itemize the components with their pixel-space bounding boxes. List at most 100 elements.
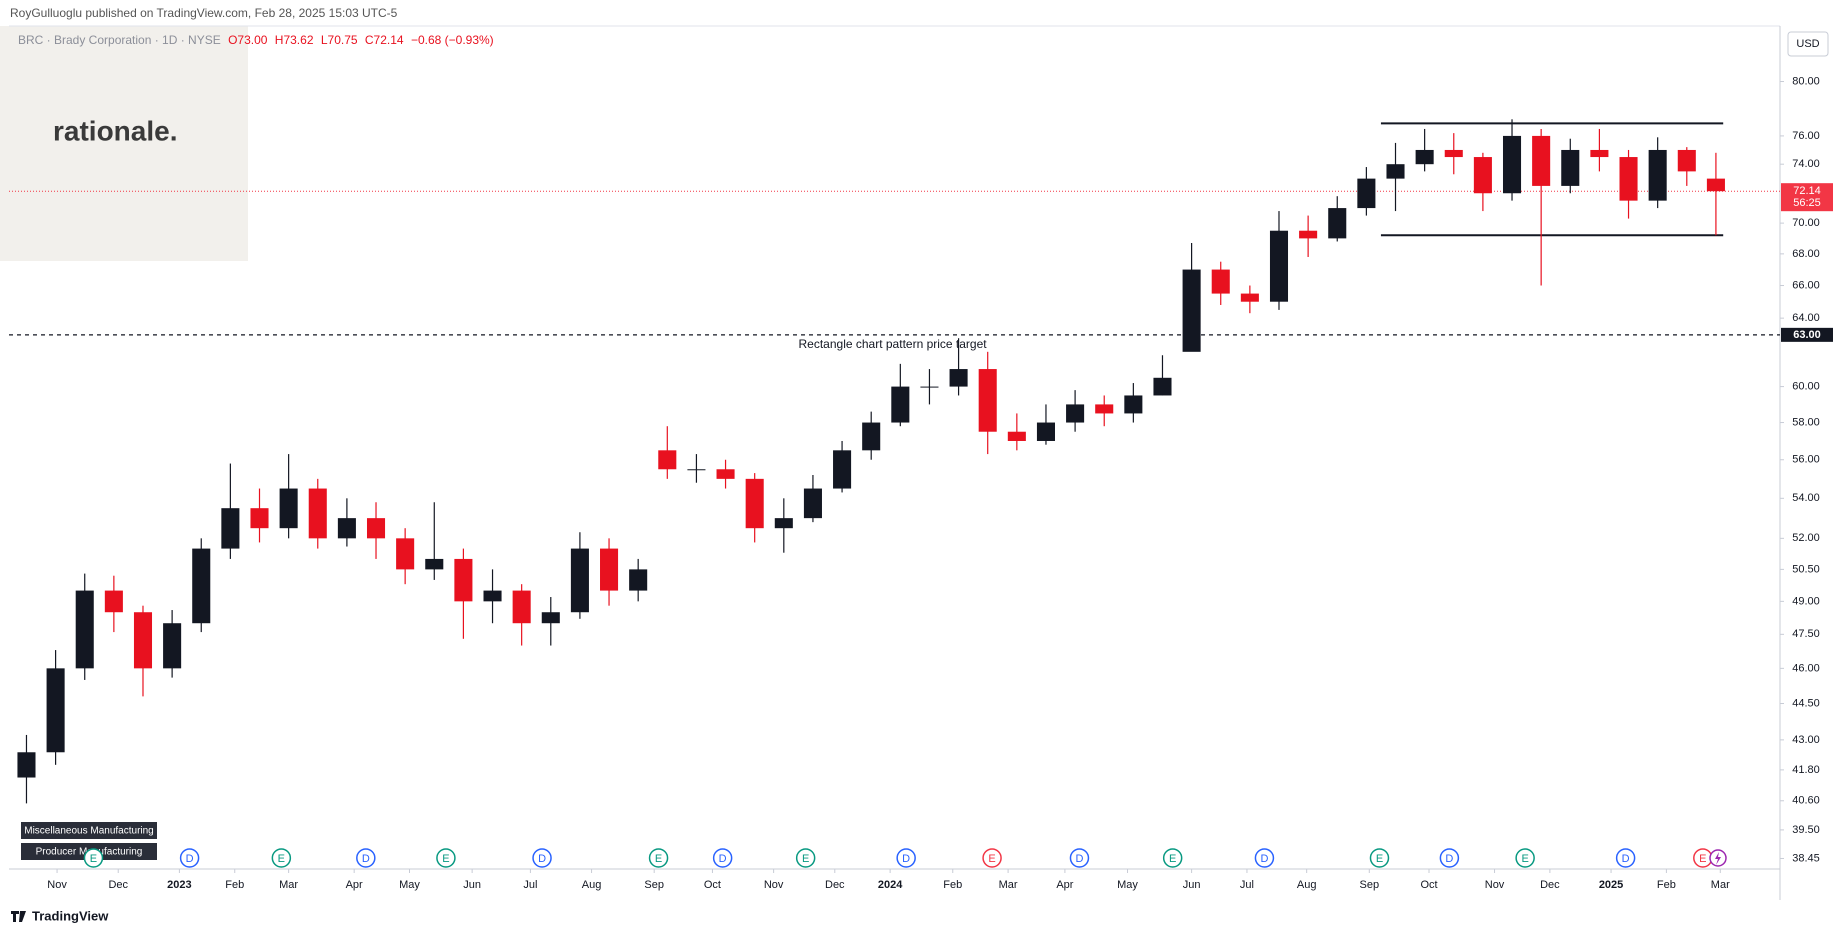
candle-body <box>833 450 852 489</box>
y-tick-label: 56.00 <box>1792 454 1820 466</box>
y-tick-label: 54.00 <box>1792 492 1820 504</box>
candle-body <box>1532 135 1551 186</box>
legend-low: L70.75 <box>321 33 358 47</box>
x-tick-label: May <box>1117 879 1138 891</box>
candle-body <box>1007 431 1026 441</box>
event-marker <box>896 848 916 868</box>
event-marker <box>356 848 376 868</box>
event-letter: E <box>1169 853 1176 865</box>
y-tick-label: 58.00 <box>1792 416 1820 428</box>
y-tick-label: 41.80 <box>1792 764 1820 776</box>
event-marker <box>436 848 456 868</box>
footer-brand[interactable]: TradingView <box>32 908 109 923</box>
publisher-line: RoyGulluoglu published on TradingView.co… <box>10 6 398 20</box>
candle-body <box>1066 404 1085 423</box>
candle-body <box>1299 230 1318 239</box>
x-tick-label: 2024 <box>878 879 903 891</box>
y-tick-label: 49.00 <box>1792 595 1820 607</box>
candle-body <box>1095 404 1114 414</box>
x-tick-label: Mar <box>1711 879 1730 891</box>
legend-open: O73.00 <box>228 33 268 47</box>
candle-body <box>658 450 677 470</box>
candle-body <box>163 623 182 669</box>
y-tick-label: 52.00 <box>1792 532 1820 544</box>
event-letter: E <box>1376 853 1383 865</box>
candle-body <box>1153 377 1172 396</box>
event-letter: D <box>719 853 727 865</box>
y-tick-label: 80.00 <box>1792 75 1820 87</box>
candle-body <box>1415 149 1434 165</box>
candle-body <box>1240 293 1259 302</box>
event-letter: D <box>1445 853 1453 865</box>
event-letter: D <box>1075 853 1083 865</box>
event-letter: E <box>1699 853 1706 865</box>
x-tick-label: Sep <box>1360 879 1380 891</box>
footer-logo-icon <box>11 911 26 922</box>
candle-body <box>891 386 910 423</box>
event-letter: E <box>278 853 285 865</box>
x-tick-label: Nov <box>1485 879 1505 891</box>
candle-body <box>1590 149 1609 158</box>
x-tick-label: Apr <box>346 879 363 891</box>
x-tick-label: 2023 <box>167 879 191 891</box>
candle-body <box>396 538 415 570</box>
candle-body <box>133 612 153 669</box>
candle-body <box>17 752 36 778</box>
event-marker <box>1515 848 1535 868</box>
y-tick-label: 68.00 <box>1792 248 1820 260</box>
event-letter: E <box>90 853 97 865</box>
candle-body <box>1269 230 1289 302</box>
candle-body <box>75 590 94 669</box>
x-tick-label: Jun <box>1183 879 1201 891</box>
x-tick-label: 2025 <box>1599 879 1623 891</box>
event-letter: E <box>442 853 449 865</box>
x-tick-label: Mar <box>999 879 1018 891</box>
event-letter: E <box>802 853 809 865</box>
legend-symbol: BRC · Brady Corporation · 1D · NYSE <box>18 33 221 47</box>
event-marker <box>795 848 816 868</box>
candle-body <box>1357 178 1376 209</box>
candle-body <box>1182 269 1201 352</box>
event-marker <box>648 848 669 868</box>
candle-body <box>1561 149 1580 186</box>
x-tick-label: Oct <box>1420 879 1437 891</box>
event-marker <box>1439 848 1460 868</box>
event-letter: E <box>655 853 662 865</box>
x-tick-label: Aug <box>582 879 602 891</box>
candle-body <box>1677 149 1696 172</box>
candle-body <box>570 548 589 613</box>
x-tick-label: Jul <box>523 879 537 891</box>
x-tick-label: Feb <box>943 879 962 891</box>
x-tick-label: May <box>399 879 420 891</box>
legend-close: C72.14 <box>365 33 404 47</box>
candle-body <box>978 369 997 432</box>
x-tick-label: Feb <box>1657 879 1676 891</box>
x-tick-label: Mar <box>279 879 298 891</box>
candle-body <box>337 518 356 539</box>
event-letter: D <box>1260 853 1268 865</box>
x-tick-label: Dec <box>1540 879 1560 891</box>
candle-body <box>862 422 881 451</box>
y-tick-label: 50.50 <box>1792 563 1820 575</box>
logo-text: rationale. <box>53 115 177 146</box>
candle-body <box>425 558 444 570</box>
candle-body <box>1036 422 1055 441</box>
x-tick-label: Sep <box>644 879 664 891</box>
candle-body <box>366 518 386 539</box>
candle-body <box>512 590 531 624</box>
candle-body <box>687 469 706 471</box>
y-tick-label: 44.50 <box>1792 697 1820 709</box>
logo-box <box>0 26 248 261</box>
event-letter: D <box>538 853 546 865</box>
currency-button[interactable] <box>1787 31 1829 57</box>
last-price-label: 72.14 <box>1793 185 1821 197</box>
candle-body <box>803 488 822 519</box>
y-tick-label: 38.45 <box>1792 852 1820 864</box>
badge-text: Miscellaneous Manufacturing <box>24 826 154 837</box>
candle-body <box>774 518 793 529</box>
x-tick-label: Apr <box>1056 879 1073 891</box>
y-tick-label: 43.00 <box>1792 734 1820 746</box>
x-tick-label: Oct <box>704 879 721 891</box>
